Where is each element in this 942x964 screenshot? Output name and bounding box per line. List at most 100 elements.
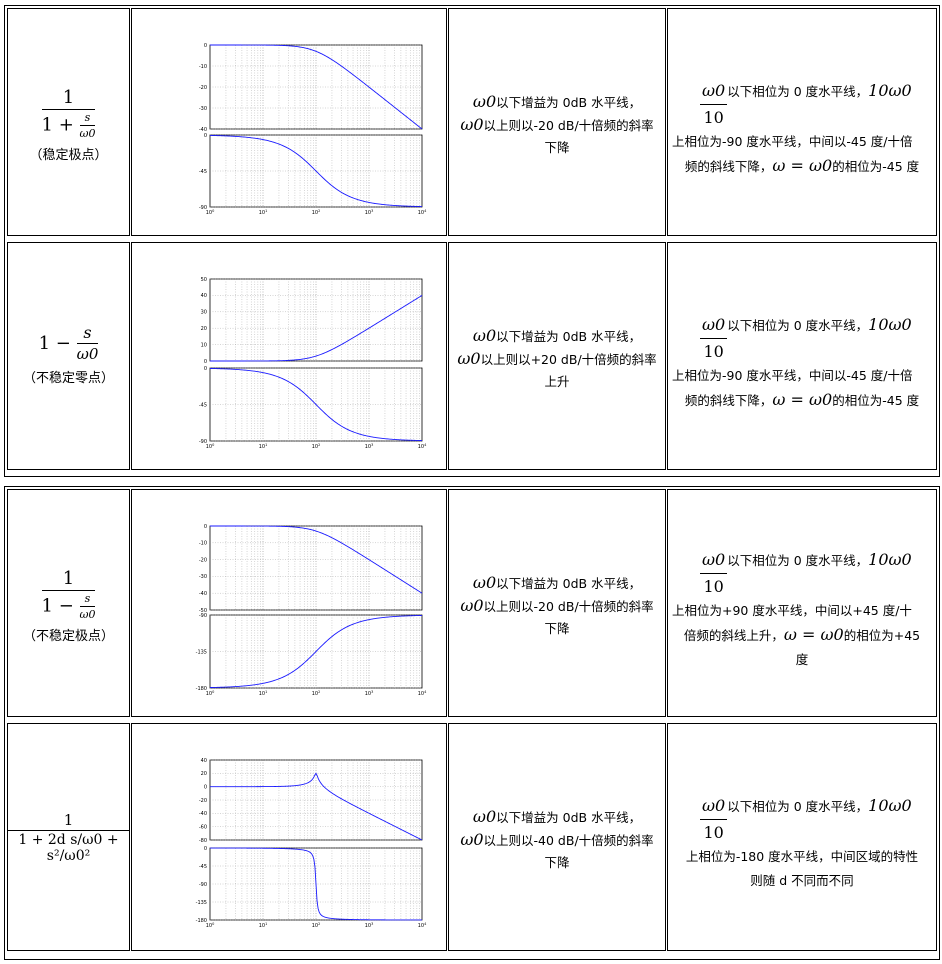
x-tick-label: 104 [418,922,427,929]
y-tick-label: 0 [204,524,207,530]
zero-note: （不稳定零点） [22,371,114,386]
pole-note: （不稳定极点） [22,629,114,644]
y-tick-label: 0 [204,133,207,139]
y-tick-label: -20 [199,85,207,91]
bode-table-1: 1 1 + s ω0 （稳定极点） 0 -10 -20 -30 -40 0 -45 -90 100… [4,5,940,477]
x-tick-label: 103 [365,443,374,450]
y-tick-label: -80 [199,838,207,844]
y-tick-label: -45 [199,169,207,175]
phase-curve [209,615,423,688]
phase-curve [210,847,422,921]
x-tick-label: 100 [206,443,215,450]
y-tick-label: 0 [204,43,207,49]
y-tick-label: -45 [199,864,207,870]
transfer-function-cell: 1 1 + s ω0 （稳定极点） [7,8,130,236]
bode-plot-cell: 0 -10 -20 -30 -40 0 -45 -90 100 101 102 103 104 [131,8,447,236]
y-tick-label: 30 [201,310,207,316]
y-tick-label: -40 [199,127,207,133]
pole-note: （稳定极点） [29,148,108,163]
transfer-function-cell: 1 1 − s ω0 （不稳定极点） [7,489,130,717]
magnitude-curve [210,295,423,362]
x-tick-label: 101 [259,690,268,697]
bode-plot-cell: 0 -10 -20 -30 -40 -50 -90 -135 -180 100 101 102 103 1… [131,489,447,717]
y-tick-label: -30 [199,574,207,580]
x-tick-label: 101 [259,443,268,450]
table-row: 1 1 + s ω0 （稳定极点） 0 -10 -20 -30 -40 0 -45 -90 100… [5,6,939,238]
y-tick-label: 20 [201,326,207,332]
gain-description-cell: ω0以下增益为 0dB 水平线， ω0以上则以+20 dB/十倍频的斜率 上升 [448,242,666,470]
phase-axes: -90 -135 -180 [196,613,423,692]
y-tick-label: -50 [199,608,207,614]
y-tick-label: 0 [204,846,207,852]
x-tick-label: 104 [418,690,427,697]
x-tick-label: 103 [365,209,374,216]
phase-curve [209,135,423,207]
phase-axes: 0 -45 -90 [199,133,423,211]
bode-plot-cell: 40 20 0 -20 -40 -60 -80 0 -45 -90 -135 -180 100 101 10… [131,723,447,951]
table-row: 1 − s ω0 （不稳定零点） 50 40 30 20 10 0 0 -45 -90 100 101… [5,240,939,472]
bode-table-2: 1 1 − s ω0 （不稳定极点） 0 -10 -20 -30 -40 -50 -90 -13… [4,486,940,960]
x-tick-label: 100 [206,209,215,216]
y-tick-label: 0 [204,359,207,365]
y-tick-label: -90 [199,439,207,445]
x-tick-label: 103 [365,690,374,697]
y-tick-label: 0 [204,366,207,372]
transfer-function-cell: 1 1 + 2d s/ω0 + s²/ω0² [7,723,130,951]
y-tick-label: -90 [199,882,207,888]
bode-plot-cell: 50 40 30 20 10 0 0 -45 -90 100 101 102 103 104 [131,242,447,470]
table-row: 1 1 + 2d s/ω0 + s²/ω0² 40 20 0 -20 -40 -60 -80… [5,721,939,953]
y-tick-label: -40 [199,591,207,597]
transfer-function: 1 1 + 2d s/ω0 + s²/ω0² [8,811,129,864]
magnitude-curve [210,44,423,130]
y-tick-label: 20 [201,771,207,777]
y-tick-label: -180 [196,918,207,924]
x-tick-label: 102 [312,209,321,216]
table-row: 1 1 − s ω0 （不稳定极点） 0 -10 -20 -30 -40 -50 -90 -13… [5,487,939,719]
x-tick-label: 102 [312,443,321,450]
phase-axes: 0 -45 -90 [199,366,423,445]
phase-description-cell: ω0 10 以下相位为 0 度水平线，10ω0 上相位为+90 度水平线，中间以+4… [667,489,937,717]
y-tick-label: -20 [199,557,207,563]
transfer-function-cell: 1 − s ω0 （不稳定零点） [7,242,130,470]
y-tick-label: -180 [196,686,207,692]
y-tick-label: 10 [201,342,207,348]
magnitude-axes: 40 20 0 -20 -40 -60 -80 [199,758,423,844]
y-tick-label: -135 [196,900,207,906]
x-tick-label: 102 [312,922,321,929]
magnitude-axes: 0 -10 -20 -30 -40 -50 [199,524,423,614]
y-tick-label: 40 [201,758,207,764]
y-tick-label: -10 [199,64,207,70]
phase-description-cell: ω0 10 以下相位为 0 度水平线，10ω0 上相位为-90 度水平线，中间以-4… [667,242,937,470]
transfer-function: 1 1 − s ω0 [41,568,96,621]
y-tick-label: 0 [204,784,207,790]
y-tick-label: -30 [199,106,207,112]
y-tick-label: -90 [199,205,207,211]
magnitude-curve [210,525,423,594]
x-tick-label: 100 [206,922,215,929]
x-tick-label: 103 [365,922,374,929]
y-tick-label: 40 [201,293,207,299]
x-tick-label: 102 [312,690,321,697]
y-tick-label: -20 [199,798,207,804]
phase-curve [209,368,423,441]
x-tick-label: 101 [259,922,268,929]
y-tick-label: -135 [196,649,207,655]
x-tick-label: 101 [259,209,268,216]
y-tick-label: -10 [199,541,207,547]
gain-description-cell: ω0以下增益为 0dB 水平线， ω0以上则以-20 dB/十倍频的斜率 下降 [448,489,666,717]
transfer-function: 1 1 + s ω0 [41,87,96,140]
phase-description-cell: ω0 10 以下相位为 0 度水平线，10ω0 上相位为-90 度水平线，中间以-4… [667,8,937,236]
gain-description-cell: ω0以下增益为 0dB 水平线， ω0以上则以-40 dB/十倍频的斜率 下降 [448,723,666,951]
gain-description-cell: ω0以下增益为 0dB 水平线， ω0以上则以-20 dB/十倍频的斜率 下降 [448,8,666,236]
magnitude-axes: 50 40 30 20 10 0 [201,277,423,365]
y-tick-label: -60 [199,824,207,830]
phase-axes: 0 -45 -90 -135 -180 [196,846,423,924]
y-tick-label: -90 [199,613,207,619]
x-tick-label: 104 [418,443,427,450]
y-tick-label: -45 [199,402,207,408]
magnitude-curve [210,772,423,841]
phase-description-cell: ω0 10 以下相位为 0 度水平线，10ω0 上相位为-180 度水平线，中间区域… [667,723,937,951]
